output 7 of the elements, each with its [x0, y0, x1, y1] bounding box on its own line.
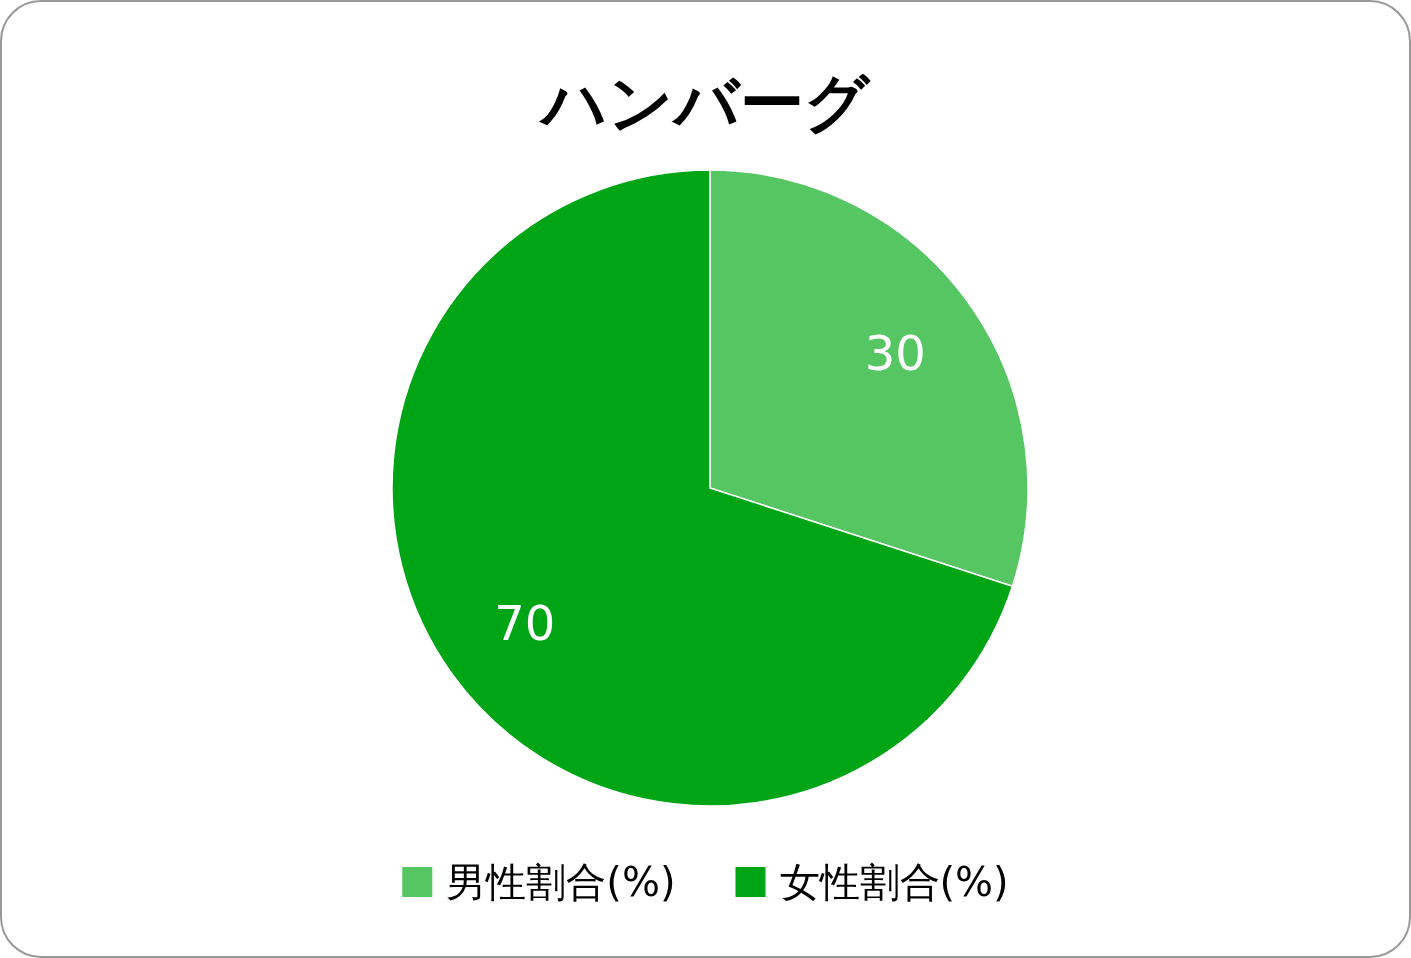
pie: 30 70: [391, 169, 1029, 807]
chart-title: ハンバーグ: [537, 66, 871, 140]
data-label: 30: [864, 325, 926, 382]
legend-label: 女性割合(%): [779, 859, 1009, 906]
data-label: 70: [494, 594, 556, 651]
pie-slice: [709, 169, 1029, 588]
legend-label: 男性割合(%): [446, 859, 676, 906]
